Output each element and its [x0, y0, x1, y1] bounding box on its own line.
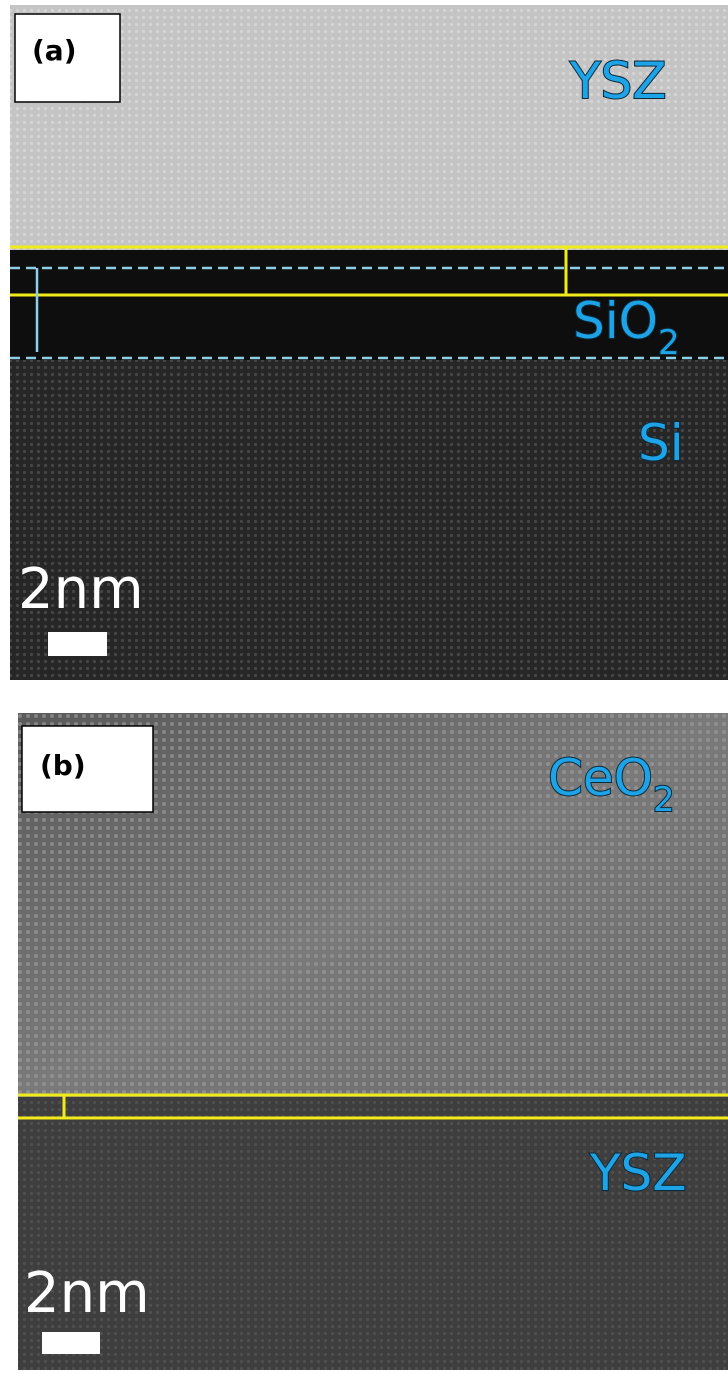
scale-label: 2nm [24, 1261, 150, 1326]
scale-bar [42, 1332, 100, 1354]
subscript: 2 [653, 780, 675, 820]
lattice [10, 360, 728, 680]
scale-label: 2nm [18, 557, 144, 622]
panel-label: (b) [40, 749, 86, 782]
panel-label: (a) [32, 34, 77, 67]
subscript: 2 [658, 323, 680, 363]
panel-a: (a) YSZ SiO2 Si 2nm [10, 5, 728, 680]
scale-bar [48, 632, 107, 656]
layer-label: YSZ [569, 52, 667, 110]
layer-label: YSZ [589, 1144, 687, 1202]
layer-text: SiO [573, 292, 658, 350]
figure: (a) YSZ SiO2 Si 2nm (b) CeO2 YSZ 2nm [0, 0, 728, 1374]
panel-b: (b) CeO2 YSZ 2nm [18, 713, 728, 1370]
layer-label: Si [638, 414, 684, 472]
lattice [18, 1097, 728, 1370]
layer-text: CeO [548, 749, 653, 807]
page: (a) YSZ SiO2 Si 2nm (b) CeO2 YSZ 2nm (()… [0, 0, 728, 1374]
